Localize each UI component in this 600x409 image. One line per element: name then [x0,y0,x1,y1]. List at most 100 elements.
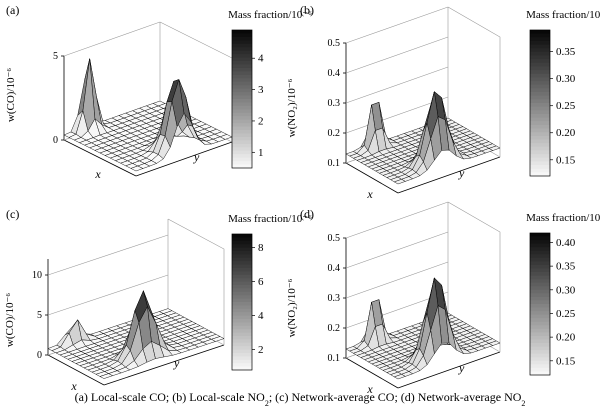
colorbar-band [530,247,550,252]
z-tick-label: 0 [37,350,42,361]
colorbar-band [232,112,252,117]
colorbar-band [232,298,252,303]
z-tick-label: 0.4 [328,68,341,79]
colorbar-tick-label: 3 [258,84,264,96]
colorbar-band [530,168,550,173]
colorbar-band [530,165,550,170]
z-gridline [345,231,449,269]
colorbar-band [530,339,550,344]
colorbar-band [530,30,550,35]
colorbar-band [530,77,550,82]
colorbar-band [530,44,550,49]
colorbar-band [232,147,252,152]
colorbar-band [232,291,252,296]
colorbar-band [530,84,550,89]
colorbar-band [530,157,550,162]
colorbar-band [232,88,252,93]
colorbar-band [232,136,252,141]
colorbar-band [530,371,550,376]
colorbar-band [232,363,252,367]
colorbar-tick-label: 0.15 [556,355,576,367]
colorbar-band [530,33,550,38]
colorbar-band [232,30,252,34]
colorbar-band [232,349,252,354]
colorbar-band [530,240,550,245]
colorbar-tick-label: 0.35 [556,261,576,273]
colorbar-band [232,268,252,272]
colorbar-band [232,116,252,121]
colorbar-band [232,325,252,330]
y-axis [135,141,233,177]
x-axis-label: x [366,382,373,396]
colorbar-band [232,332,252,337]
colorbar-band [530,346,550,351]
z-axis-title: w(CO)/10⁻⁶ [4,293,16,347]
colorbar-tick-label: 0.30 [556,73,576,85]
colorbar-band [232,237,252,242]
colorbar-band [530,62,550,67]
colorbar-band [530,261,550,266]
x-axis-label: x [70,379,77,393]
y-axis-label: y [193,150,200,164]
colorbar-band [232,150,252,155]
colorbar-band [232,281,252,286]
colorbar-band [530,172,550,177]
z-tick-label: 0.2 [328,128,341,139]
surface-cell [393,179,406,185]
colorbar-band [232,99,252,103]
colorbar-band [530,128,550,133]
colorbar-band [530,332,550,337]
colorbar-band [530,146,550,151]
colorbar-band [232,288,252,293]
colorbar-band [530,135,550,140]
colorbar-tick-label: 6 [258,276,264,288]
z-tick-label: 5 [37,310,42,321]
colorbar-band [530,124,550,129]
surface-cell [130,165,144,172]
colorbar-band [232,50,252,55]
surface-mesh [345,91,501,185]
colorbar-band [530,150,550,155]
colorbar-band [232,92,252,96]
z-tick-label: 0.1 [328,158,341,169]
colorbar-band [530,321,550,326]
colorbar-band [232,315,252,320]
colorbar-band [530,268,550,273]
colorbar: 0.15 0.20 0.25 0.30 0.35 0.40 [529,232,576,376]
z-gridline [47,274,169,316]
colorbar-band [232,342,252,347]
back-wall-right [447,201,501,352]
colorbar-band [232,47,252,52]
colorbar-band [530,254,550,259]
z-gridline [345,6,449,44]
colorbar-band [530,282,550,287]
colorbar-band [530,40,550,45]
colorbar-tick-label: 4 [258,53,264,65]
surface-cell [393,374,406,380]
colorbar-frame [529,232,551,376]
y-axis [103,344,225,386]
colorbar-band [232,346,252,350]
colorbar-band [232,74,252,79]
colorbar-band [530,318,550,323]
z-tick-label: 0.3 [328,98,341,109]
z-axis-title: w(NO₂)/10⁻⁶ [286,78,298,137]
colorbar-band [530,343,550,347]
colorbar-band [530,48,550,53]
colorbar-band [232,274,252,279]
colorbar-band [232,240,252,245]
colorbar-tick-label: 0.25 [556,308,576,320]
colorbar-band [232,143,252,148]
colorbar-band [232,305,252,310]
colorbar-band [232,126,252,131]
colorbar-band [232,140,252,145]
colorbar-band [530,360,550,365]
colorbar-band [530,314,550,319]
colorbar-band [530,106,550,111]
colorbar-band [530,117,550,122]
colorbar-band [232,353,252,357]
colorbar-band [530,304,550,308]
colorbar-band [530,121,550,126]
caption-sub-1: 2 [265,399,269,408]
